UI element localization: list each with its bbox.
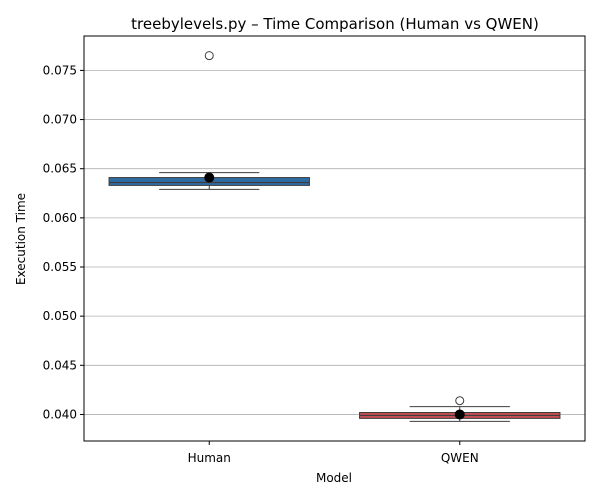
y-axis-label: Execution Time [14, 193, 28, 285]
y-tick-label: 0.040 [43, 407, 77, 421]
x-tick-label: QWEN [441, 451, 479, 465]
y-tick-label: 0.045 [43, 358, 77, 372]
chart-title: treebylevels.py – Time Comparison (Human… [131, 15, 539, 33]
mean-marker [204, 172, 215, 183]
boxes [108, 51, 561, 422]
y-tick-label: 0.060 [43, 211, 77, 225]
x-tick-label: Human [188, 451, 231, 465]
y-tick-label: 0.075 [43, 63, 77, 77]
y-axis: 0.040 0.045 0.050 0.055 0.060 0.065 0.070 0.075 [43, 63, 84, 421]
box-group [359, 396, 561, 422]
grid [84, 70, 585, 415]
y-tick-label: 0.050 [43, 309, 77, 323]
outlier-point [204, 51, 214, 61]
x-axis: Human QWEN [188, 441, 479, 465]
box-group [108, 51, 310, 190]
y-tick-label: 0.055 [43, 260, 77, 274]
plot-frame [83, 35, 586, 442]
x-axis-label: Model [316, 471, 352, 485]
y-tick-label: 0.065 [43, 162, 77, 176]
outlier-point [455, 396, 465, 406]
y-tick-label: 0.070 [43, 113, 77, 127]
mean-marker [454, 409, 465, 420]
